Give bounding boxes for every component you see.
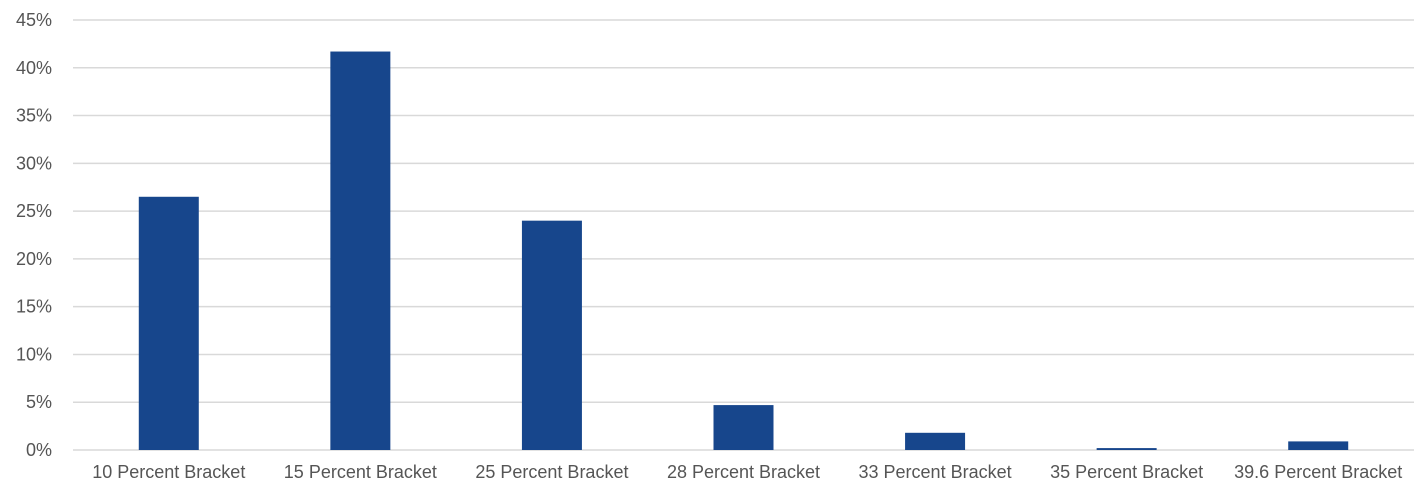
y-tick-label: 45%: [16, 10, 52, 30]
y-tick-label: 10%: [16, 344, 52, 364]
x-tick-label: 10 Percent Bracket: [92, 462, 245, 482]
x-tick-label: 35 Percent Bracket: [1050, 462, 1203, 482]
x-tick-label: 28 Percent Bracket: [667, 462, 820, 482]
y-axis-tick-labels: 0% 5% 10% 15% 20% 25% 30% 35% 40% 45%: [16, 10, 52, 460]
x-tick-label: 15 Percent Bracket: [284, 462, 437, 482]
y-tick-label: 35%: [16, 106, 52, 126]
x-tick-label: 33 Percent Bracket: [859, 462, 1012, 482]
y-tick-label: 30%: [16, 153, 52, 173]
bar: [713, 405, 774, 450]
bars: [138, 51, 1349, 451]
bar: [1288, 441, 1349, 450]
y-tick-label: 5%: [26, 392, 52, 412]
x-axis-tick-labels: 10 Percent Bracket 15 Percent Bracket 25 P…: [92, 462, 1402, 482]
gridlines: [73, 19, 1414, 451]
bar: [1096, 448, 1157, 450]
y-tick-label: 15%: [16, 297, 52, 317]
bar: [905, 432, 966, 450]
bar: [521, 220, 582, 450]
y-tick-label: 40%: [16, 58, 52, 78]
y-tick-label: 20%: [16, 249, 52, 269]
bar: [330, 51, 391, 451]
x-tick-label: 25 Percent Bracket: [475, 462, 628, 482]
y-tick-label: 0%: [26, 440, 52, 460]
y-tick-label: 25%: [16, 201, 52, 221]
x-tick-label: 39.6 Percent Bracket: [1234, 462, 1402, 482]
bar: [138, 196, 199, 450]
